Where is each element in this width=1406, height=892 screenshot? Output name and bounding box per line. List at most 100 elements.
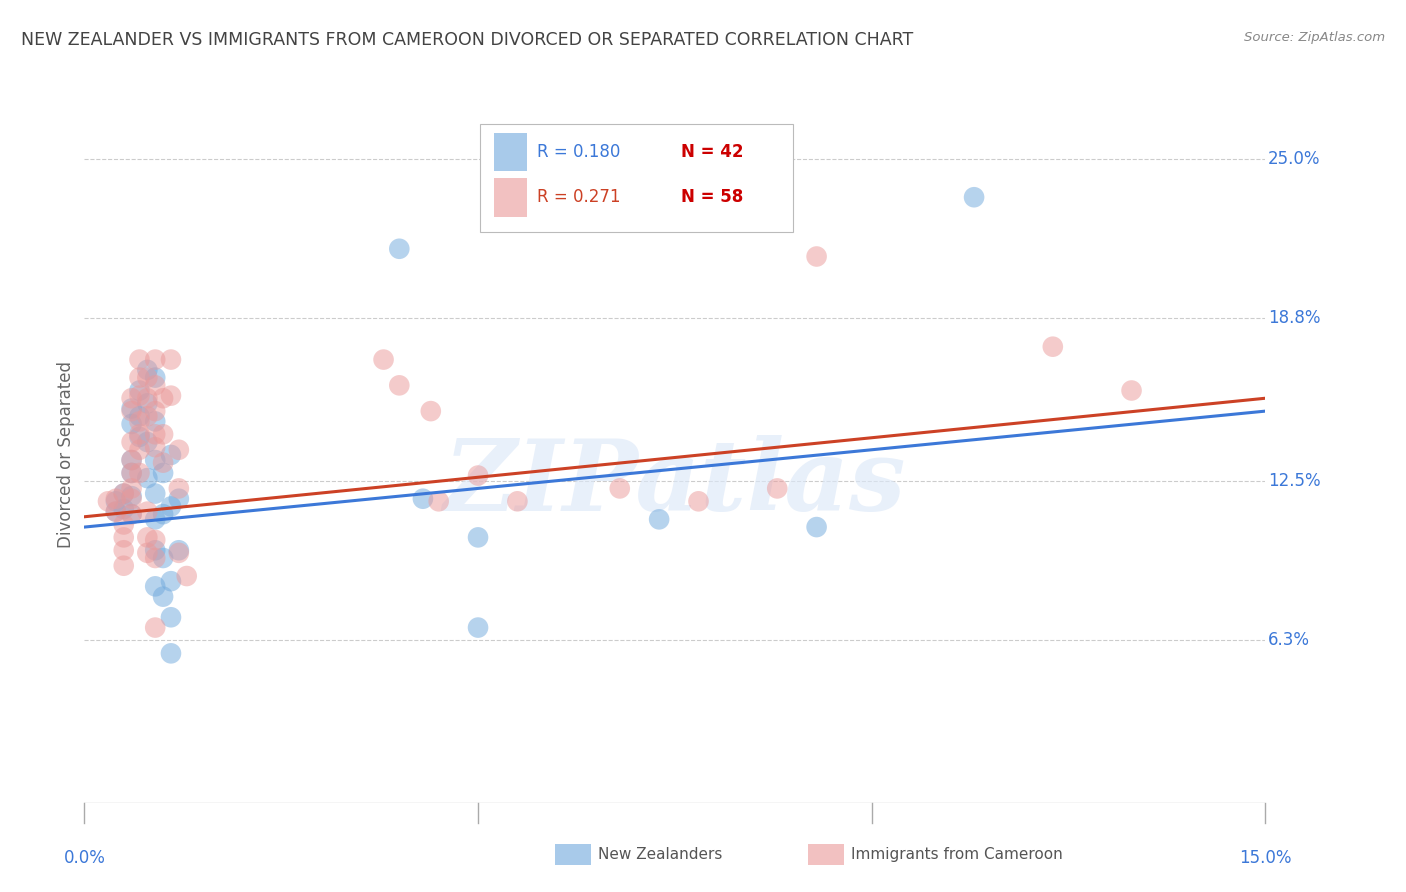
Point xyxy=(128,370,150,384)
Point xyxy=(104,494,127,508)
Point xyxy=(963,190,986,204)
Point xyxy=(152,427,174,442)
Point xyxy=(1121,384,1143,398)
Point xyxy=(121,391,143,405)
Point xyxy=(609,482,631,496)
Point xyxy=(121,401,143,416)
Point xyxy=(388,242,411,256)
Point xyxy=(152,456,174,470)
Point xyxy=(136,391,159,405)
Point xyxy=(143,486,166,500)
Point xyxy=(104,505,127,519)
Point xyxy=(143,427,166,442)
Point xyxy=(176,569,198,583)
Text: 6.3%: 6.3% xyxy=(1268,632,1310,649)
Point xyxy=(152,391,174,405)
Point xyxy=(121,417,143,431)
Text: New Zealanders: New Zealanders xyxy=(598,847,721,862)
Bar xyxy=(494,178,527,217)
Point xyxy=(160,389,183,403)
Point xyxy=(143,404,166,418)
Point xyxy=(688,494,710,508)
Point xyxy=(128,389,150,403)
Point xyxy=(112,517,135,532)
Point xyxy=(97,494,120,508)
Point xyxy=(128,352,150,367)
Point xyxy=(136,471,159,485)
Point xyxy=(806,520,828,534)
Point xyxy=(143,543,166,558)
Point xyxy=(160,352,183,367)
Point xyxy=(412,491,434,506)
Point xyxy=(136,505,159,519)
Text: ZIPatlas: ZIPatlas xyxy=(444,434,905,531)
Bar xyxy=(494,133,527,171)
Point xyxy=(143,579,166,593)
Text: 18.8%: 18.8% xyxy=(1268,310,1320,327)
Point xyxy=(766,482,789,496)
Point xyxy=(121,507,143,521)
Point xyxy=(136,530,159,544)
Point xyxy=(160,500,183,514)
Point xyxy=(388,378,411,392)
Point xyxy=(128,427,150,442)
Point xyxy=(143,453,166,467)
Point xyxy=(121,466,143,480)
Point xyxy=(467,621,489,635)
Point xyxy=(506,494,529,508)
Point xyxy=(112,486,135,500)
Point xyxy=(152,590,174,604)
Point xyxy=(152,551,174,566)
Point xyxy=(121,453,143,467)
Point xyxy=(467,530,489,544)
Point xyxy=(806,250,828,264)
Text: Immigrants from Cameroon: Immigrants from Cameroon xyxy=(851,847,1063,862)
Point xyxy=(143,414,166,428)
Point xyxy=(1042,340,1064,354)
Text: Divorced or Separated: Divorced or Separated xyxy=(56,361,75,549)
Point xyxy=(128,466,150,480)
Point xyxy=(128,384,150,398)
Point xyxy=(167,482,190,496)
Point xyxy=(143,621,166,635)
Point xyxy=(128,409,150,424)
Point xyxy=(152,466,174,480)
Text: R = 0.271: R = 0.271 xyxy=(537,188,620,206)
Point xyxy=(143,352,166,367)
Point xyxy=(136,370,159,384)
Point xyxy=(136,435,159,450)
Point xyxy=(167,543,190,558)
Point xyxy=(143,533,166,547)
Point xyxy=(143,551,166,566)
Point xyxy=(112,530,135,544)
Point xyxy=(160,610,183,624)
Point xyxy=(121,466,143,480)
Point xyxy=(648,512,671,526)
Point xyxy=(160,448,183,462)
Point xyxy=(112,486,135,500)
Point xyxy=(121,482,143,496)
Point xyxy=(143,440,166,454)
Text: 25.0%: 25.0% xyxy=(1268,150,1320,168)
Point xyxy=(121,489,143,503)
Point xyxy=(167,546,190,560)
Point xyxy=(160,646,183,660)
Point xyxy=(121,491,143,506)
Point xyxy=(104,505,127,519)
Point xyxy=(136,363,159,377)
Text: 12.5%: 12.5% xyxy=(1268,472,1320,490)
Point xyxy=(143,512,166,526)
Point xyxy=(152,507,174,521)
Point xyxy=(427,494,450,508)
Point xyxy=(128,442,150,457)
Point xyxy=(128,430,150,444)
Point xyxy=(121,507,143,521)
Point xyxy=(136,546,159,560)
Point xyxy=(467,468,489,483)
Point xyxy=(112,558,135,573)
Text: N = 58: N = 58 xyxy=(681,188,742,206)
Point xyxy=(136,409,159,424)
Point xyxy=(121,435,143,450)
Point xyxy=(143,370,166,384)
Point xyxy=(373,352,395,367)
